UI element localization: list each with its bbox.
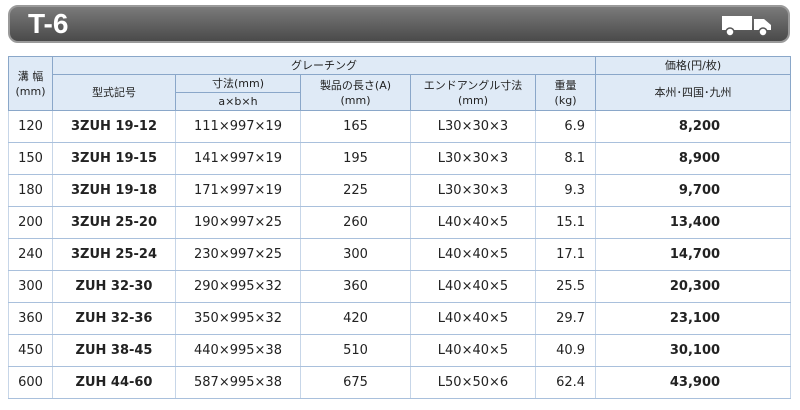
header-cell: 重量 (kg) [534,74,597,111]
table-cell: 9,700 [595,174,792,207]
price-table: 溝 幅 (mm) グレーチング 価格(円/枚) 型式記号 寸法(mm) 製品の長さ… [8,56,792,399]
header-text: エンドアングル寸法 [423,78,523,92]
table-cell: L30×30×3 [410,110,536,143]
table-cell: 360 [300,270,411,303]
table-cell: 111×997×19 [175,110,301,143]
table-cell: 8,900 [595,142,792,175]
header-cell: エンドアングル寸法 (mm) [410,74,536,111]
table-cell: L30×30×3 [410,142,536,175]
header-text: (mm) [457,93,488,107]
table-cell: 260 [300,206,411,239]
header-text: 製品の長さ(A) [319,78,392,92]
table-cell: 3ZUH 19-12 [52,110,176,143]
table-row: 450 ZUH 38-45 440×995×38 510 L40×40×5 40.9 30,… [8,334,792,367]
table-cell: 420 [300,302,411,335]
table-cell: 9.3 [534,174,597,207]
table-cell: 675 [300,366,411,399]
header-cell: 本州･四国･九州 [595,74,792,111]
table-row: 600 ZUH 44-60 587×995×38 675 L50×50×6 62.4 43,… [8,366,792,399]
header-cell: 溝 幅 (mm) [8,56,53,111]
table-cell: L40×40×5 [410,302,536,335]
table-cell: 300 [8,270,53,303]
table-cell: 120 [8,110,53,143]
table-cell: 62.4 [534,366,597,399]
table-cell: L40×40×5 [410,270,536,303]
table-row: 150 3ZUH 19-15 141×997×19 195 L30×30×3 8.1 8,9… [8,142,792,175]
table-cell: 13,400 [595,206,792,239]
table-cell: 200 [8,206,53,239]
table-cell: 3ZUH 19-15 [52,142,176,175]
header-text: 溝 幅 [17,69,44,83]
table-body: 120 3ZUH 19-12 111×997×19 165 L30×30×3 6.9 8,2… [8,110,792,399]
table-cell: 230×997×25 [175,238,301,271]
table-cell: 23,100 [595,302,792,335]
table-cell: 165 [300,110,411,143]
header-text: (mm) [15,84,46,98]
table-cell: 3ZUH 25-24 [52,238,176,271]
table-row: 240 3ZUH 25-24 230×997×25 300 L40×40×5 17.1 14… [8,238,792,271]
header-cell: a×b×h [175,92,301,111]
table-cell: 510 [300,334,411,367]
header-text: (kg) [554,93,577,107]
table-cell: 14,700 [595,238,792,271]
header-cell: グレーチング [51,56,597,75]
table-cell: ZUH 38-45 [52,334,176,367]
table-row: 300 ZUH 32-30 290×995×32 360 L40×40×5 25.5 20,… [8,270,792,303]
header-cell: 型式記号 [52,74,176,111]
table-cell: 3ZUH 25-20 [52,206,176,239]
table-cell: 190×997×25 [175,206,301,239]
table-cell: 15.1 [534,206,597,239]
table-cell: L40×40×5 [410,238,536,271]
table-cell: 195 [300,142,411,175]
table-cell: ZUH 44-60 [52,366,176,399]
header-text: 重量 [554,78,577,92]
header-cell: 製品の長さ(A) (mm) [300,74,411,111]
table-cell: L40×40×5 [410,206,536,239]
table-cell: 150 [8,142,53,175]
table-cell: 440×995×38 [175,334,301,367]
table-cell: 587×995×38 [175,366,301,399]
table-cell: 3ZUH 19-18 [52,174,176,207]
table-cell: 25.5 [534,270,597,303]
table-row: 200 3ZUH 25-20 190×997×25 260 L40×40×5 15.1 13… [8,206,792,239]
table-cell: 20,300 [595,270,792,303]
table-cell: 290×995×32 [175,270,301,303]
table-cell: L30×30×3 [410,174,536,207]
table-cell: ZUH 32-36 [52,302,176,335]
table-cell: 17.1 [534,238,597,271]
table-cell: 350×995×32 [175,302,301,335]
table-cell: 171×997×19 [175,174,301,207]
table-cell: 450 [8,334,53,367]
table-cell: 240 [8,238,53,271]
title: T-6 [28,8,69,39]
table-cell: 8,200 [595,110,792,143]
table-cell: 141×997×19 [175,142,301,175]
table-cell: 8.1 [534,142,597,175]
table-cell: 30,100 [595,334,792,367]
banner: T-6 [8,5,790,43]
table-row: 360 ZUH 32-36 350×995×32 420 L40×40×5 29.7 23,… [8,302,792,335]
table-cell: 180 [8,174,53,207]
table-cell: 43,900 [595,366,792,399]
table-cell: L50×50×6 [410,366,536,399]
table-cell: 300 [300,238,411,271]
table-row: 180 3ZUH 19-18 171×997×19 225 L30×30×3 9.3 9,7… [8,174,792,207]
header-cell: 価格(円/枚) [595,56,792,75]
table-cell: L40×40×5 [410,334,536,367]
table-cell: 225 [300,174,411,207]
table-cell: 600 [8,366,53,399]
header-cell: 寸法(mm) [175,74,301,93]
table-cell: 40.9 [534,334,597,367]
truck-icon [722,16,771,37]
table-cell: 360 [8,302,53,335]
header-text: (mm) [340,93,371,107]
table-cell: ZUH 32-30 [52,270,176,303]
table-cell: 29.7 [534,302,597,335]
table-row: 120 3ZUH 19-12 111×997×19 165 L30×30×3 6.9 8,2… [8,110,792,143]
table-cell: 6.9 [534,110,597,143]
